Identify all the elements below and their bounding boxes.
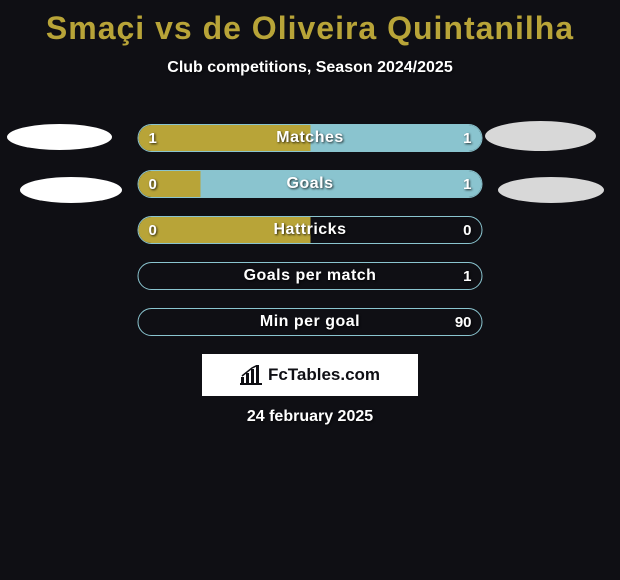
date-text: 24 february 2025 — [0, 408, 620, 426]
stats-container: Matches11Goals01Hattricks00Goals per mat… — [138, 124, 483, 354]
stat-row: Min per goal90 — [138, 308, 483, 336]
brand-text: FcTables.com — [268, 365, 380, 385]
player-ellipse — [485, 121, 596, 151]
stat-label: Hattricks — [139, 217, 482, 243]
stat-label: Min per goal — [139, 309, 482, 335]
brand-box: FcTables.com — [202, 354, 418, 396]
stat-label: Goals per match — [139, 263, 482, 289]
stat-value-right: 90 — [455, 309, 472, 335]
stat-value-right: 1 — [463, 171, 471, 197]
stat-value-right: 1 — [463, 263, 471, 289]
stat-value-right: 0 — [463, 217, 471, 243]
stat-value-left: 1 — [149, 125, 157, 151]
player-ellipse — [498, 177, 604, 203]
subtitle: Club competitions, Season 2024/2025 — [0, 59, 620, 77]
chart-icon — [240, 365, 262, 385]
stat-row: Goals per match1 — [138, 262, 483, 290]
stat-row: Matches1 1 — [138, 124, 483, 152]
stat-value-right: 1 — [463, 125, 471, 151]
page-title: Smaçi vs de Oliveira Quintanilha — [0, 0, 620, 47]
stat-label: Goals — [139, 171, 482, 197]
player-ellipse — [20, 177, 122, 203]
stat-value-left: 0 — [149, 217, 157, 243]
stat-value-left: 0 — [149, 171, 157, 197]
comparison-infographic: Smaçi vs de Oliveira Quintanilha Club co… — [0, 0, 620, 580]
stat-row: Hattricks0 0 — [138, 216, 483, 244]
player-ellipse — [7, 124, 112, 150]
stat-label: Matches — [139, 125, 482, 151]
stat-row: Goals0 1 — [138, 170, 483, 198]
